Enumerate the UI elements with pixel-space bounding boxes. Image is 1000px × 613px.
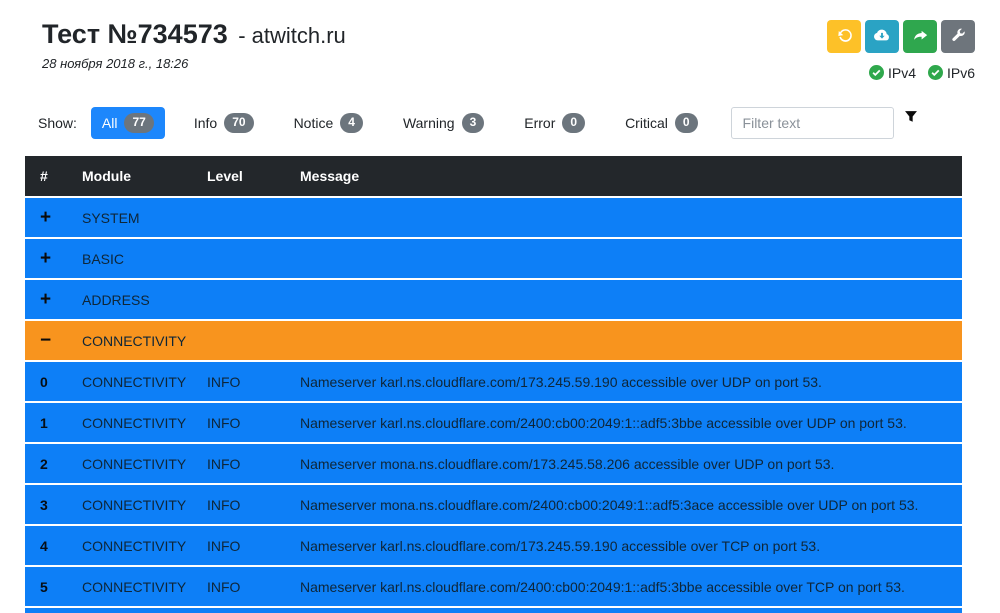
settings-button[interactable] xyxy=(941,20,975,53)
module-summary-row[interactable]: + BASIC xyxy=(25,239,962,278)
log-row-module: CONNECTIVITY xyxy=(82,455,187,472)
history-button[interactable] xyxy=(827,20,861,53)
severity-tab-count: 4 xyxy=(340,113,363,133)
wrench-icon xyxy=(949,26,967,47)
expand-toggle-icon[interactable]: + xyxy=(40,208,52,227)
log-row: 5 CONNECTIVITY INFO Nameserver karl.ns.c… xyxy=(25,567,962,606)
log-row-level: INFO xyxy=(207,414,241,431)
funnel-icon[interactable] xyxy=(904,109,918,127)
page-subtitle-domain: - atwitch.ru xyxy=(238,23,346,48)
share-icon xyxy=(911,26,930,48)
module-name: CONNECTIVITY xyxy=(82,332,187,349)
detail-rows: 0 CONNECTIVITY INFO Nameserver karl.ns.c… xyxy=(25,362,962,606)
severity-tabs: All 77 Info 70 Notice 4 Warning 3 xyxy=(90,107,727,139)
log-row-message: Nameserver karl.ns.cloudflare.com/2400:c… xyxy=(300,414,907,431)
log-row: 4 CONNECTIVITY INFO Nameserver karl.ns.c… xyxy=(25,526,962,565)
severity-tab-label: All xyxy=(101,115,118,131)
expand-toggle-icon[interactable]: − xyxy=(40,331,52,350)
module-summary-row[interactable]: − CONNECTIVITY xyxy=(25,321,962,360)
expand-toggle-icon[interactable]: + xyxy=(40,290,52,309)
severity-tab-label: Warning xyxy=(402,115,455,131)
severity-tab-count: 70 xyxy=(224,113,254,133)
filter-text-input[interactable] xyxy=(730,107,894,139)
log-row: 2 CONNECTIVITY INFO Nameserver mona.ns.c… xyxy=(25,444,962,483)
log-row-message: Nameserver mona.ns.cloudflare.com/2400:c… xyxy=(300,496,919,513)
module-name: ADDRESS xyxy=(82,291,150,308)
severity-tab[interactable]: Critical 0 xyxy=(614,107,708,139)
severity-tab-count: 0 xyxy=(562,113,586,133)
log-row: 1 CONNECTIVITY INFO Nameserver karl.ns.c… xyxy=(25,403,962,442)
header-right: IPv4 IPv6 xyxy=(827,20,975,81)
severity-tab-count: 3 xyxy=(461,113,485,133)
module-summary-row[interactable]: + SYSTEM xyxy=(25,198,962,237)
cloud-download-icon xyxy=(872,25,892,48)
filter-bar: Show: All 77 Info 70 Notice 4 xyxy=(25,107,975,139)
severity-tab-label: Info xyxy=(193,115,218,131)
history-icon xyxy=(835,26,854,48)
module-summary-row[interactable]: + ADDRESS xyxy=(25,280,962,319)
share-button[interactable] xyxy=(903,20,937,53)
module-name: SYSTEM xyxy=(82,209,140,226)
module-name: BASIC xyxy=(82,250,125,267)
log-row-level: INFO xyxy=(207,455,241,472)
test-date: 28 ноября 2018 г., 18:26 xyxy=(42,55,189,71)
log-row-level: INFO xyxy=(207,496,241,513)
log-row-level: INFO xyxy=(207,578,241,595)
col-message: Message xyxy=(300,168,360,184)
ip-protocol-label: IPv6 xyxy=(946,65,975,81)
log-row: 0 CONNECTIVITY INFO Nameserver karl.ns.c… xyxy=(25,362,962,401)
col-num: # xyxy=(40,168,48,184)
log-row: 3 CONNECTIVITY INFO Nameserver mona.ns.c… xyxy=(25,485,962,524)
action-toolbar xyxy=(827,20,975,53)
results-table: # Module Level Message + SYSTEM + BASIC xyxy=(25,156,962,613)
check-circle-icon xyxy=(868,65,884,81)
page-title: Тест №734573 xyxy=(42,19,228,49)
severity-tab-count: 77 xyxy=(124,113,154,133)
log-row-module: CONNECTIVITY xyxy=(82,537,187,554)
log-row-num: 0 xyxy=(40,373,48,390)
log-row-num: 3 xyxy=(40,496,48,513)
severity-tab[interactable]: All 77 xyxy=(90,107,165,139)
log-row-message: Nameserver karl.ns.cloudflare.com/2400:c… xyxy=(300,578,905,595)
download-button[interactable] xyxy=(865,20,899,53)
log-row-level: INFO xyxy=(207,537,241,554)
log-row-message: Nameserver karl.ns.cloudflare.com/173.24… xyxy=(300,537,821,554)
severity-tab[interactable]: Warning 3 xyxy=(392,107,495,139)
col-module: Module xyxy=(82,168,131,184)
log-row-module: CONNECTIVITY xyxy=(82,414,187,431)
severity-tab-label: Notice xyxy=(293,115,334,131)
log-row-num: 1 xyxy=(40,414,48,431)
log-row-num: 2 xyxy=(40,455,48,472)
ip-protocol-label: IPv4 xyxy=(887,65,916,81)
check-circle-icon xyxy=(927,65,943,81)
col-level: Level xyxy=(207,168,243,184)
severity-tab[interactable]: Info 70 xyxy=(183,107,265,139)
header: Тест №734573 - atwitch.ru 28 ноября 2018… xyxy=(25,0,975,81)
module-rows: + SYSTEM + BASIC + ADDRESS xyxy=(25,198,962,360)
log-row-level: INFO xyxy=(207,373,241,390)
severity-tab-label: Critical xyxy=(625,115,668,131)
severity-tab[interactable]: Error 0 xyxy=(513,107,596,139)
ip-protocol-badge[interactable]: IPv4 xyxy=(868,65,916,81)
log-row-module: CONNECTIVITY xyxy=(82,578,187,595)
severity-tab[interactable]: Notice 4 xyxy=(283,107,374,139)
severity-tab-label: Error xyxy=(524,115,556,131)
table-row-partial xyxy=(25,608,962,613)
log-row-num: 5 xyxy=(40,578,48,595)
show-label: Show: xyxy=(38,115,77,131)
table-header: # Module Level Message xyxy=(25,156,962,196)
title-block: Тест №734573 - atwitch.ru 28 ноября 2018… xyxy=(25,19,346,71)
log-row-module: CONNECTIVITY xyxy=(82,373,187,390)
log-row-num: 4 xyxy=(40,537,48,554)
log-row-module: CONNECTIVITY xyxy=(82,496,187,513)
severity-tab-count: 0 xyxy=(674,113,698,133)
expand-toggle-icon[interactable]: + xyxy=(40,249,52,268)
log-row-message: Nameserver mona.ns.cloudflare.com/173.24… xyxy=(300,455,835,472)
log-row-message: Nameserver karl.ns.cloudflare.com/173.24… xyxy=(300,373,822,390)
ip-status-row: IPv4 IPv6 xyxy=(868,65,975,81)
ip-protocol-badge[interactable]: IPv6 xyxy=(927,65,975,81)
